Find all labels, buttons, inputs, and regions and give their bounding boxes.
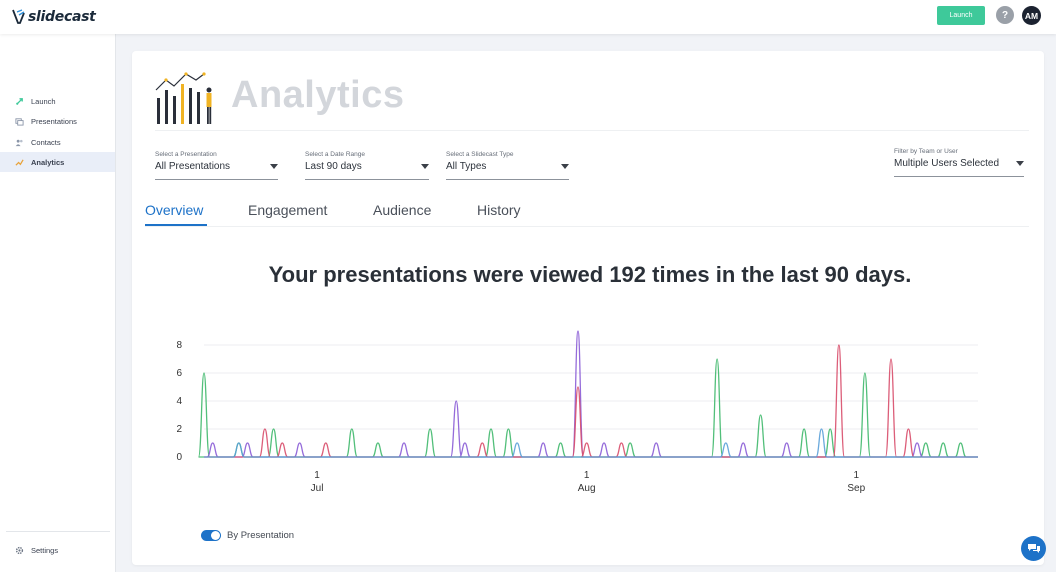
- filter-label: Select a Date Range: [305, 151, 365, 158]
- x-tick-label: 1: [584, 470, 590, 481]
- y-tick-label: 8: [176, 340, 182, 351]
- sidebar-item-label: Contacts: [31, 137, 61, 147]
- caret-down-icon: [1016, 161, 1024, 166]
- series-line-2: [204, 344, 978, 458]
- sidebar-item-label: Settings: [31, 545, 59, 555]
- toggle-label: By Presentation: [227, 530, 295, 541]
- sidebar: Launch Presentations Contacts Analytics …: [0, 34, 116, 572]
- caret-down-icon: [270, 164, 278, 169]
- y-tick-label: 6: [176, 368, 182, 379]
- filter-value: All Presentations: [155, 161, 231, 172]
- filter-label: Select a Slidecast Type: [446, 151, 514, 158]
- sidebar-item-presentations[interactable]: Presentations: [0, 111, 115, 131]
- sidebar-divider: [6, 531, 110, 532]
- by-presentation-toggle[interactable]: [201, 530, 221, 541]
- gear-icon: [14, 545, 24, 555]
- filter-label: Filter by Team or User: [894, 148, 958, 155]
- tab-engagement[interactable]: Engagement: [248, 202, 328, 218]
- presentation-select[interactable]: Select a Presentation All Presentations: [155, 150, 278, 180]
- chart-icon: [14, 157, 24, 167]
- analytics-illustration: [155, 72, 212, 124]
- tab-history[interactable]: History: [477, 202, 521, 218]
- filter-label: Select a Presentation: [155, 151, 217, 158]
- slidecast-logo[interactable]: slidecast: [12, 6, 96, 28]
- active-tab-indicator: [145, 224, 207, 226]
- slides-icon: [14, 116, 24, 126]
- sidebar-item-settings[interactable]: Settings: [0, 540, 115, 560]
- series-line-1: [204, 330, 978, 458]
- launch-button[interactable]: Launch: [937, 6, 985, 25]
- views-headline: Your presentations were viewed 192 times…: [268, 262, 912, 287]
- logo-text: slidecast: [28, 9, 96, 25]
- slidecast-type-select[interactable]: Select a Slidecast Type All Types: [446, 150, 569, 180]
- page-title: Analytics: [231, 74, 405, 116]
- sidebar-item-label: Launch: [31, 96, 56, 106]
- chat-icon[interactable]: [1021, 536, 1046, 561]
- x-tick-label: Jul: [311, 483, 324, 494]
- y-tick-label: 4: [176, 396, 182, 407]
- title-divider: [155, 130, 1029, 131]
- tab-overview[interactable]: Overview: [145, 202, 204, 218]
- sidebar-item-label: Analytics: [31, 157, 65, 167]
- sidebar-item-launch[interactable]: Launch: [0, 91, 115, 111]
- tab-audience[interactable]: Audience: [373, 202, 432, 218]
- date-range-select[interactable]: Select a Date Range Last 90 days: [305, 150, 429, 180]
- x-tick-label: Aug: [578, 483, 596, 494]
- sidebar-item-label: Presentations: [31, 116, 77, 126]
- views-chart: 0 2 4 6 8 1 Jul 1 Aug 1 Sep: [176, 330, 978, 494]
- tabs-divider: [145, 226, 1029, 227]
- x-tick-label: 1: [314, 470, 320, 481]
- series-line-0: [197, 358, 978, 458]
- logo-mark-icon: [12, 9, 25, 24]
- y-tick-label: 0: [176, 452, 182, 463]
- caret-down-icon: [421, 164, 429, 169]
- filter-value: All Types: [446, 161, 487, 172]
- x-tick-label: Sep: [847, 483, 865, 494]
- filter-value: Last 90 days: [305, 161, 362, 172]
- caret-down-icon: [561, 164, 569, 169]
- sidebar-item-contacts[interactable]: Contacts: [0, 132, 115, 152]
- y-tick-label: 2: [176, 424, 182, 435]
- team-user-filter[interactable]: Filter by Team or User Multiple Users Se…: [894, 147, 1024, 177]
- analytics-card: [132, 51, 1044, 565]
- contacts-icon: [14, 137, 24, 147]
- toggle-knob: [211, 531, 220, 540]
- filter-value: Multiple Users Selected: [894, 158, 1000, 169]
- series-line-3: [204, 428, 978, 458]
- help-icon[interactable]: ?: [996, 6, 1014, 24]
- user-avatar[interactable]: AM: [1022, 6, 1041, 25]
- top-bar: slidecast Launch ? AM: [0, 0, 1056, 34]
- sidebar-item-analytics[interactable]: Analytics: [0, 152, 115, 172]
- x-tick-label: 1: [853, 470, 859, 481]
- rocket-icon: [14, 96, 24, 106]
